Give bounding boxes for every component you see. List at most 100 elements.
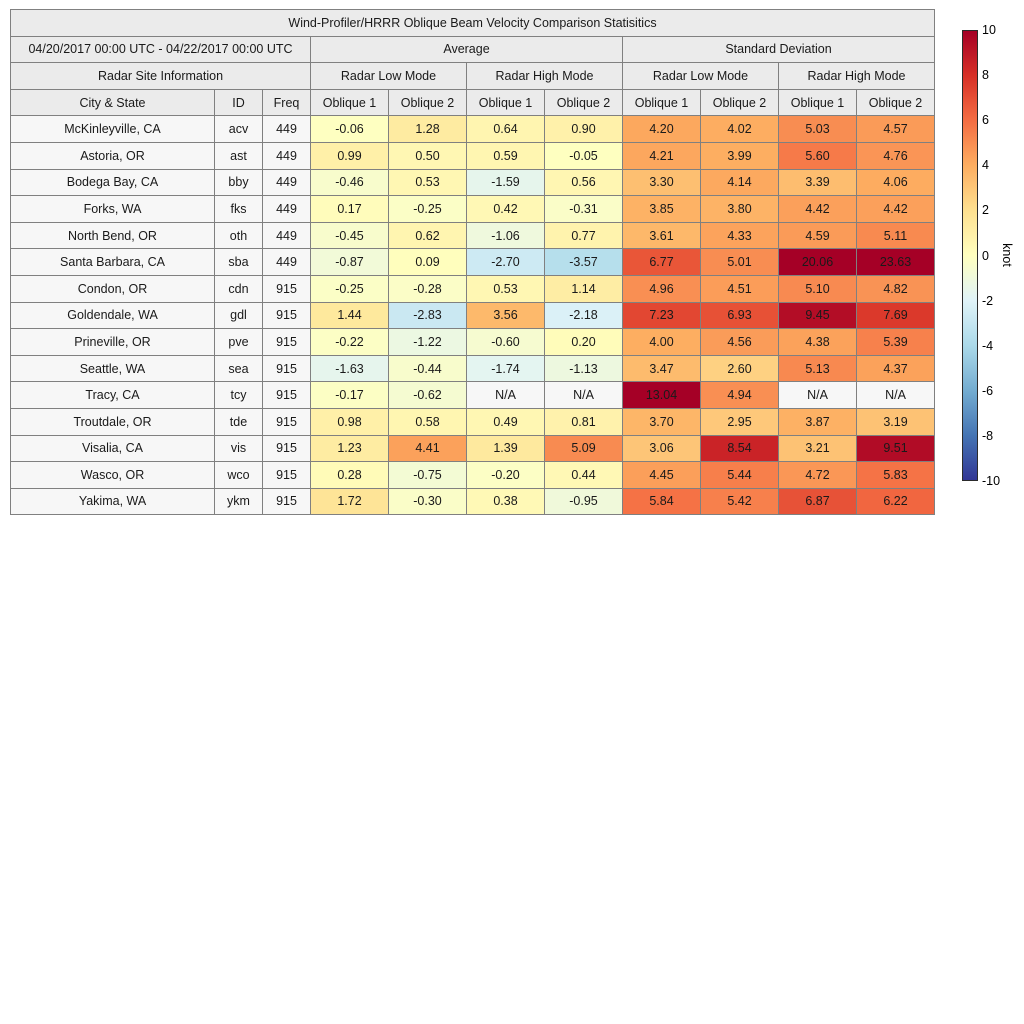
cell-avg-low-oblique-1: 0.98: [310, 407, 389, 436]
cell-std-low-oblique-1: 4.00: [622, 328, 701, 356]
cell-std-high-oblique-2: 4.57: [856, 115, 935, 143]
cell-std-high-oblique-2: 23.63: [856, 248, 935, 276]
title-row: Wind-Profiler/HRRR Oblique Beam Velocity…: [10, 9, 935, 37]
table-row: North Bend, OR oth 449 -0.45 0.62 -1.06 0.77 3.…: [10, 221, 935, 250]
cell-std-high-oblique-1: 4.72: [778, 461, 857, 489]
site-id: oth: [214, 221, 263, 250]
site-city: Seattle, WA: [10, 354, 215, 383]
cell-std-low-oblique-1: 5.84: [622, 487, 701, 516]
table-row: Prineville, OR pve 915 -0.22 -1.22 -0.60 0.20 4…: [10, 328, 935, 356]
table-row: Yakima, WA ykm 915 1.72 -0.30 0.38 -0.95 5.84 5.…: [10, 487, 935, 516]
site-city: Bodega Bay, CA: [10, 168, 215, 197]
colorbar-tick-label: 4: [982, 158, 989, 173]
cell-avg-low-oblique-2: 0.58: [388, 407, 467, 436]
table-row: Wasco, OR wco 915 0.28 -0.75 -0.20 0.44 4.45 5.4…: [10, 461, 935, 489]
cell-std-low-oblique-1: 3.70: [622, 407, 701, 436]
cell-avg-low-oblique-1: -0.46: [310, 168, 389, 197]
cell-avg-low-oblique-2: -2.83: [388, 301, 467, 330]
cell-std-high-oblique-1: 4.59: [778, 221, 857, 250]
site-city: Astoria, OR: [10, 141, 215, 170]
cell-avg-high-oblique-2: -1.13: [544, 354, 623, 383]
statistics-table: Wind-Profiler/HRRR Oblique Beam Velocity…: [10, 9, 935, 516]
site-id: ykm: [214, 487, 263, 516]
cell-std-low-oblique-2: 5.01: [700, 248, 779, 276]
cell-std-low-oblique-1: 4.21: [622, 141, 701, 170]
group-site-information: Radar Site Information: [10, 62, 311, 90]
site-city: Visalia, CA: [10, 434, 215, 463]
colorbar-tick-label: 6: [982, 113, 989, 128]
cell-std-high-oblique-1: 20.06: [778, 248, 857, 276]
cell-std-high-oblique-2: N/A: [856, 381, 935, 409]
cell-avg-high-oblique-1: 0.42: [466, 195, 545, 223]
site-freq: 449: [262, 248, 311, 276]
cell-std-high-oblique-1: 3.21: [778, 434, 857, 463]
cell-avg-high-oblique-2: 0.77: [544, 221, 623, 250]
cell-std-high-oblique-2: 4.42: [856, 195, 935, 223]
site-city: Santa Barbara, CA: [10, 248, 215, 276]
cell-std-high-oblique-1: 4.38: [778, 328, 857, 356]
cell-avg-low-oblique-2: 4.41: [388, 434, 467, 463]
cell-std-high-oblique-1: 5.10: [778, 274, 857, 303]
cell-std-low-oblique-1: 3.06: [622, 434, 701, 463]
cell-std-high-oblique-1: 5.03: [778, 115, 857, 143]
group-standard-deviation: Standard Deviation: [622, 35, 935, 64]
group-row-2: Radar Site Information Radar Low Mode Ra…: [10, 62, 935, 90]
site-id: tcy: [214, 381, 263, 409]
cell-std-high-oblique-1: 5.13: [778, 354, 857, 383]
cell-avg-high-oblique-2: N/A: [544, 381, 623, 409]
cell-std-high-oblique-1: 5.60: [778, 141, 857, 170]
cell-avg-high-oblique-2: -0.05: [544, 141, 623, 170]
table-row: Forks, WA fks 449 0.17 -0.25 0.42 -0.31 3.85 3.8…: [10, 195, 935, 223]
cell-std-low-oblique-2: 3.80: [700, 195, 779, 223]
cell-avg-low-oblique-1: -0.22: [310, 328, 389, 356]
cell-avg-high-oblique-2: 0.20: [544, 328, 623, 356]
col-avg-low-oblique-2: Oblique 2: [388, 88, 467, 117]
col-avg-high-oblique-1: Oblique 1: [466, 88, 545, 117]
cell-std-low-oblique-1: 4.20: [622, 115, 701, 143]
cell-avg-high-oblique-1: -0.20: [466, 461, 545, 489]
site-id: ast: [214, 141, 263, 170]
cell-std-high-oblique-2: 4.06: [856, 168, 935, 197]
table-row: Visalia, CA vis 915 1.23 4.41 1.39 5.09 3.06 8.5…: [10, 434, 935, 463]
colorbar-tick-label: 0: [982, 248, 989, 263]
subgroup-avg-high-mode: Radar High Mode: [466, 62, 623, 90]
cell-avg-high-oblique-2: 0.56: [544, 168, 623, 197]
site-freq: 449: [262, 115, 311, 143]
colorbar-tick-label: -4: [982, 338, 994, 353]
cell-std-low-oblique-2: 8.54: [700, 434, 779, 463]
cell-std-high-oblique-1: N/A: [778, 381, 857, 409]
site-id: acv: [214, 115, 263, 143]
cell-std-high-oblique-2: 9.51: [856, 434, 935, 463]
colorbar: 10 8 6 4 2 0 -2 -4 -6 -8 -10: [962, 23, 1000, 488]
cell-std-low-oblique-2: 4.02: [700, 115, 779, 143]
cell-avg-high-oblique-2: 5.09: [544, 434, 623, 463]
table-row: Troutdale, OR tde 915 0.98 0.58 0.49 0.81 3.70 2…: [10, 407, 935, 436]
cell-std-low-oblique-2: 5.42: [700, 487, 779, 516]
cell-avg-high-oblique-1: 0.49: [466, 407, 545, 436]
site-freq: 915: [262, 274, 311, 303]
cell-avg-low-oblique-2: 0.62: [388, 221, 467, 250]
cell-std-high-oblique-2: 7.69: [856, 301, 935, 330]
col-avg-low-oblique-1: Oblique 1: [310, 88, 389, 117]
col-std-high-oblique-2: Oblique 2: [856, 88, 935, 117]
table-row: Seattle, WA sea 915 -1.63 -0.44 -1.74 -1.13 3.4…: [10, 354, 935, 383]
cell-avg-low-oblique-1: -0.25: [310, 274, 389, 303]
site-freq: 915: [262, 487, 311, 516]
site-city: Troutdale, OR: [10, 407, 215, 436]
group-average: Average: [310, 35, 623, 64]
cell-avg-low-oblique-1: -1.63: [310, 354, 389, 383]
cell-std-low-oblique-1: 3.61: [622, 221, 701, 250]
site-city: Yakima, WA: [10, 487, 215, 516]
date-range: 04/20/2017 00:00 UTC - 04/22/2017 00:00 …: [10, 35, 311, 64]
cell-avg-high-oblique-1: -1.74: [466, 354, 545, 383]
cell-avg-low-oblique-1: 1.44: [310, 301, 389, 330]
site-id: cdn: [214, 274, 263, 303]
cell-avg-high-oblique-2: -2.18: [544, 301, 623, 330]
site-freq: 449: [262, 141, 311, 170]
table-row: Goldendale, WA gdl 915 1.44 -2.83 3.56 -2.18 7.…: [10, 301, 935, 330]
site-id: pve: [214, 328, 263, 356]
table-row: Santa Barbara, CA sba 449 -0.87 0.09 -2.70 -3.…: [10, 248, 935, 276]
subgroup-std-high-mode: Radar High Mode: [778, 62, 935, 90]
cell-std-high-oblique-1: 9.45: [778, 301, 857, 330]
cell-std-high-oblique-2: 3.19: [856, 407, 935, 436]
